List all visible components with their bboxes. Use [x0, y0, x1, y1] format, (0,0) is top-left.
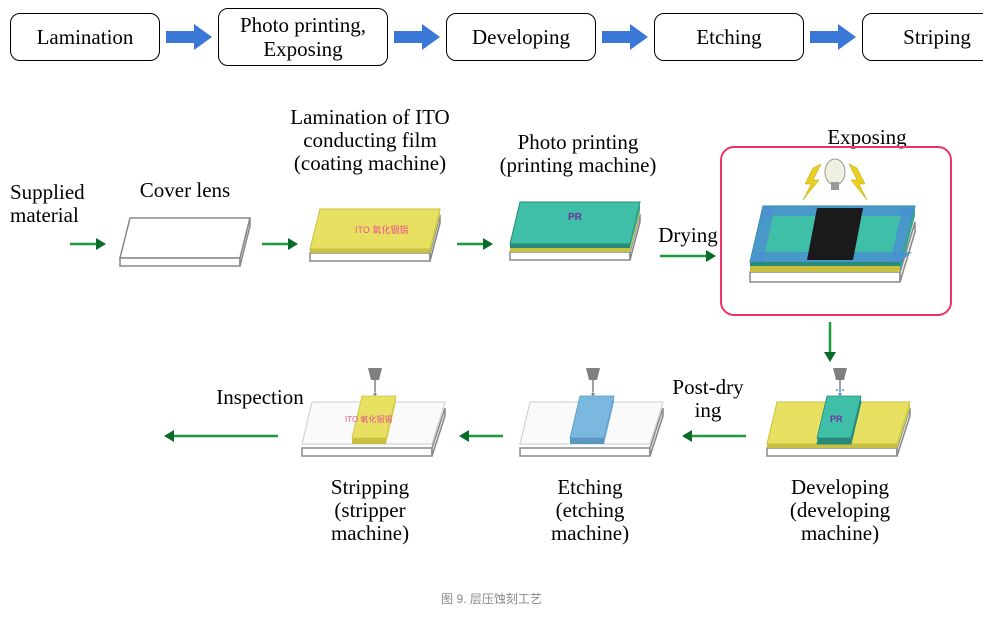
label-lamination-ito: Lamination of ITO conducting film (coati… [270, 106, 470, 175]
arrow-right-icon [658, 248, 718, 264]
label-supplied-material: Supplied material [10, 181, 100, 227]
label-etching: Etching (etching machine) [530, 476, 650, 545]
flow-arrow-icon [392, 22, 442, 52]
flow-box-lamination: Lamination [10, 13, 160, 61]
label-cover-lens: Cover lens [125, 179, 245, 202]
flow-box-label: Photo printing, Exposing [240, 13, 366, 61]
pr-label-text: PR [568, 212, 583, 223]
flow-box-label: Striping [903, 25, 971, 49]
arrow-left-icon [678, 428, 748, 444]
arrow-left-icon [160, 428, 280, 444]
label-developing: Developing (developing machine) [770, 476, 910, 545]
stage-photo-printing: PR [500, 194, 650, 276]
label-inspection: Inspection [200, 386, 320, 409]
stage-etching [508, 366, 673, 476]
arrow-down-icon [822, 320, 838, 364]
flow-box-photo-exposing: Photo printing, Exposing [218, 8, 388, 66]
arrow-right-icon [260, 236, 300, 252]
label-photo-printing: Photo printing (printing machine) [488, 131, 668, 177]
flow-box-etching: Etching [654, 13, 804, 61]
label-stripping: Stripping (stripper machine) [310, 476, 430, 545]
stage-ito-coating: ITO 氧化铟锡 [300, 201, 450, 276]
flow-arrow-icon [164, 22, 214, 52]
flow-box-striping: Striping [862, 13, 983, 61]
label-drying: Drying [648, 224, 728, 247]
arrow-left-icon [455, 428, 505, 444]
stage-developing: PR [755, 366, 920, 476]
pr-label-text: PR [830, 414, 843, 424]
flow-box-label: Lamination [37, 25, 134, 49]
arrow-right-icon [455, 236, 495, 252]
stage-exposing [735, 154, 940, 309]
flow-arrow-icon [808, 22, 858, 52]
stage-stripping: ITO 氧化铟锡 [290, 366, 455, 476]
ito-label-text: ITO 氧化铟锡 [345, 414, 392, 424]
flow-box-label: Developing [472, 25, 570, 49]
ito-label-text: ITO 氧化铟锡 [355, 224, 408, 235]
flow-box-developing: Developing [446, 13, 596, 61]
flow-box-label: Etching [696, 25, 761, 49]
label-post-drying: Post-dry ing [658, 376, 758, 422]
arrow-right-icon [68, 236, 108, 252]
top-process-flow: Lamination Photo printing, Exposing Deve… [10, 8, 973, 66]
figure-caption: 图 9. 层压蚀刻工艺 [10, 590, 973, 607]
stage-cover-lens [110, 208, 260, 278]
flow-arrow-icon [600, 22, 650, 52]
process-diagram: Supplied material Cover lens Lamination … [10, 106, 973, 586]
